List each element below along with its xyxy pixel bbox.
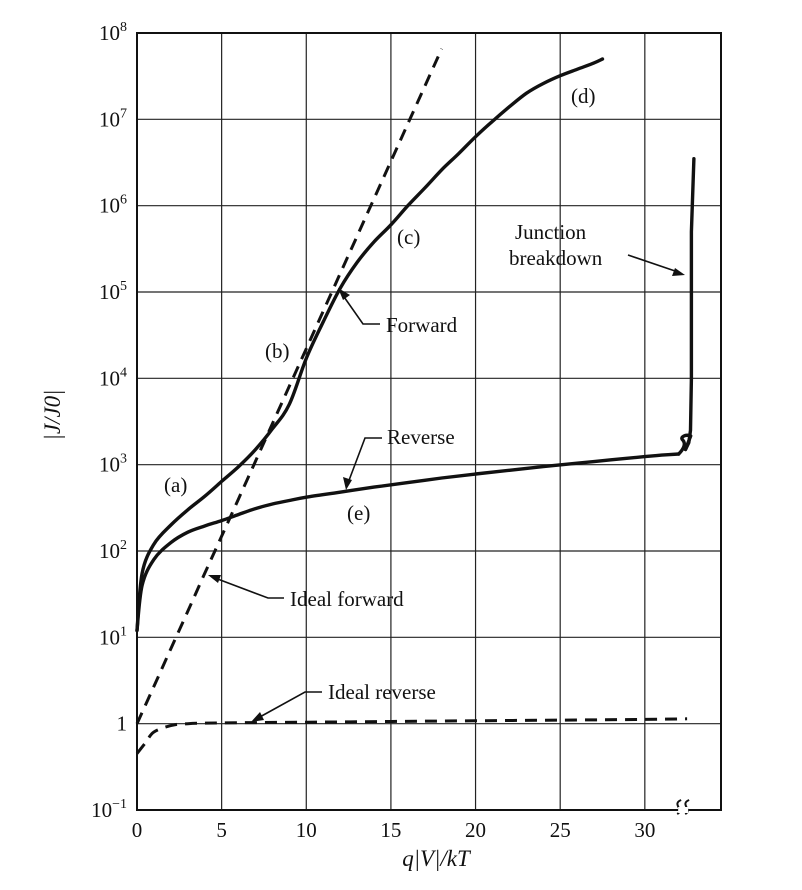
reverse-break-squiggle: [676, 433, 693, 456]
y-tick-label: 101: [99, 624, 127, 649]
x-tick-label: 0: [132, 818, 143, 842]
x-tick-label: 5: [216, 818, 227, 842]
x-tick-label: 20: [465, 818, 486, 842]
label-b: (b): [265, 339, 290, 363]
series-reverse: [135, 452, 681, 633]
leader-ideal-forward: [208, 575, 284, 599]
y-tick-label: 105: [99, 279, 127, 304]
x-axis-break-gap: [678, 807, 689, 813]
label-e: (e): [347, 501, 370, 525]
y-axis-title: |J/J0|: [40, 390, 65, 441]
label-ideal-reverse: Ideal reverse: [328, 680, 436, 704]
y-tick-label: 103: [99, 452, 127, 477]
leader-reverse: [343, 437, 382, 490]
label-reverse: Reverse: [387, 425, 455, 449]
series-ideal-forward: [135, 48, 444, 725]
y-tick-label: 104: [99, 365, 127, 390]
label-d: (d): [571, 84, 596, 108]
label-c: (c): [397, 225, 420, 249]
plot-frame: [136, 32, 722, 811]
leader-breakdown: [627, 254, 685, 276]
x-tick-label: 25: [550, 818, 571, 842]
grid: [137, 33, 721, 810]
x-tick-label: 15: [380, 818, 401, 842]
x-tick-label: 30: [634, 818, 655, 842]
label-junction: Junction: [515, 220, 587, 244]
leader-ideal-reverse: [251, 691, 322, 722]
label-a: (a): [164, 473, 187, 497]
x-axis-title: q|V|/kT: [402, 846, 472, 871]
series-ideal-reverse: [135, 717, 688, 755]
y-tick-labels: 10−1 1 101 102 103 104 105 106 107 108: [91, 20, 127, 822]
leader-forward: [338, 288, 380, 325]
y-tick-label: 107: [99, 106, 127, 131]
y-tick-label: 106: [99, 193, 127, 218]
x-tick-label: 10: [296, 818, 317, 842]
curves: [135, 48, 696, 755]
axis-break-marks: [676, 433, 693, 815]
y-tick-label: 10−1: [91, 797, 127, 822]
x-tick-labels: 0 5 10 15 20 25 30: [132, 818, 656, 842]
label-ideal-forward: Ideal forward: [290, 587, 404, 611]
label-forward: Forward: [386, 313, 458, 337]
series-junction-breakdown: [683, 157, 696, 452]
y-tick-label: 1: [117, 712, 128, 736]
y-tick-label: 108: [99, 20, 127, 45]
y-tick-label: 102: [99, 538, 127, 563]
series-forward: [135, 57, 605, 633]
label-breakdown: breakdown: [509, 246, 603, 270]
